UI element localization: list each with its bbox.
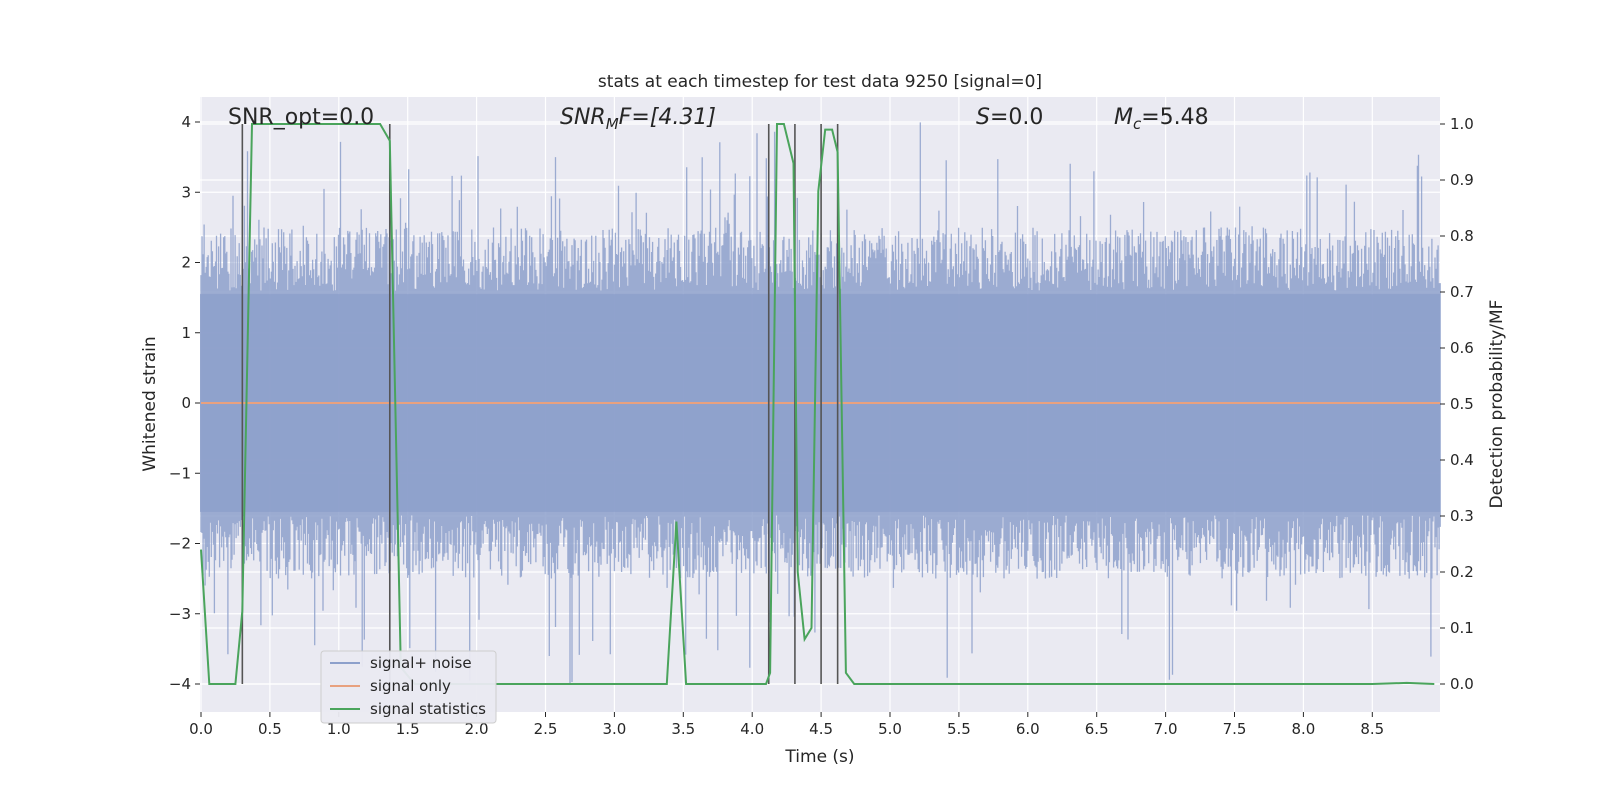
x-tick-label: 6.0 xyxy=(1016,720,1040,738)
x-axis-ticks: 0.0 0.5 1.0 1.5 2.0 2.5 3.0 3.5 4.0 4.5 5.0 5.5 6.0 6… xyxy=(189,712,1384,738)
x-tick-label: 8.5 xyxy=(1360,720,1384,738)
y-right-tick-label: 0.9 xyxy=(1450,171,1474,189)
y-right-tick-label: 0.7 xyxy=(1450,283,1474,301)
y-right-axis-label: Detection probability/MF xyxy=(1487,300,1507,509)
y-right-tick-label: 0.3 xyxy=(1450,507,1474,525)
x-tick-label: 0.0 xyxy=(189,720,213,738)
y-right-tick-label: 0.8 xyxy=(1450,227,1474,245)
y-left-tick-label: −3 xyxy=(169,605,191,623)
annotation-snr-opt: SNR_opt=0.0 xyxy=(228,105,374,130)
y-right-tick-label: 0.6 xyxy=(1450,339,1474,357)
legend-label-signal: signal only xyxy=(370,677,451,695)
y-left-axis-ticks: 4 3 2 1 0 −1 −2 −3 −4 xyxy=(169,113,200,693)
y-left-tick-label: −1 xyxy=(169,464,191,482)
x-tick-label: 8.0 xyxy=(1291,720,1315,738)
x-tick-label: 2.5 xyxy=(534,720,558,738)
x-tick-label: 1.0 xyxy=(327,720,351,738)
signal-statistics-line xyxy=(200,123,1435,685)
x-tick-label: 7.5 xyxy=(1223,720,1247,738)
annotation-mc: Mc=5.48 xyxy=(1114,105,1209,133)
y-right-axis-ticks: 1.0 0.9 0.8 0.7 0.6 0.5 0.4 0.3 0.2 0.1 0.0 xyxy=(1440,115,1474,693)
y-left-tick-label: 3 xyxy=(181,183,191,201)
legend-box xyxy=(320,650,497,724)
y-left-tick-label: 1 xyxy=(181,324,191,342)
x-tick-label: 4.0 xyxy=(740,720,764,738)
x-tick-label: 5.5 xyxy=(947,720,971,738)
y-left-tick-label: −4 xyxy=(169,675,191,693)
annotation-snr-mf: SNRMF=[4.31] xyxy=(560,105,716,133)
y-right-tick-label: 0.1 xyxy=(1450,619,1474,637)
vertical-markers xyxy=(241,124,839,684)
x-tick-label: 6.5 xyxy=(1085,720,1109,738)
legend-label-noise: signal+ noise xyxy=(370,654,472,672)
x-tick-label: 1.5 xyxy=(396,720,420,738)
x-tick-label: 3.5 xyxy=(671,720,695,738)
x-tick-label: 3.0 xyxy=(602,720,626,738)
y-left-axis-label: Whitened strain xyxy=(140,336,160,471)
y-right-tick-label: 0.2 xyxy=(1450,563,1474,581)
y-left-tick-label: −2 xyxy=(169,535,191,553)
legend-label-statistics: signal statistics xyxy=(370,700,486,718)
y-left-tick-label: 4 xyxy=(181,113,191,131)
x-tick-label: 5.0 xyxy=(878,720,902,738)
x-tick-label: 0.5 xyxy=(258,720,282,738)
x-tick-label: 4.5 xyxy=(809,720,833,738)
legend: signal+ noise signal only signal statist… xyxy=(320,650,497,724)
y-right-tick-label: 1.0 xyxy=(1450,115,1474,133)
y-left-tick-label: 2 xyxy=(181,254,191,272)
y-right-tick-label: 0.4 xyxy=(1450,451,1474,469)
y-left-tick-label: 0 xyxy=(181,394,191,412)
chart-title: stats at each timestep for test data 925… xyxy=(598,72,1042,92)
x-axis-label: Time (s) xyxy=(784,747,854,767)
y-right-tick-label: 0.5 xyxy=(1450,395,1474,413)
x-tick-label: 2.0 xyxy=(465,720,489,738)
y-right-tick-label: 0.0 xyxy=(1450,675,1474,693)
annotation-s: S=0.0 xyxy=(976,105,1043,130)
x-tick-label: 7.0 xyxy=(1154,720,1178,738)
series-signal-statistics xyxy=(200,123,1435,685)
